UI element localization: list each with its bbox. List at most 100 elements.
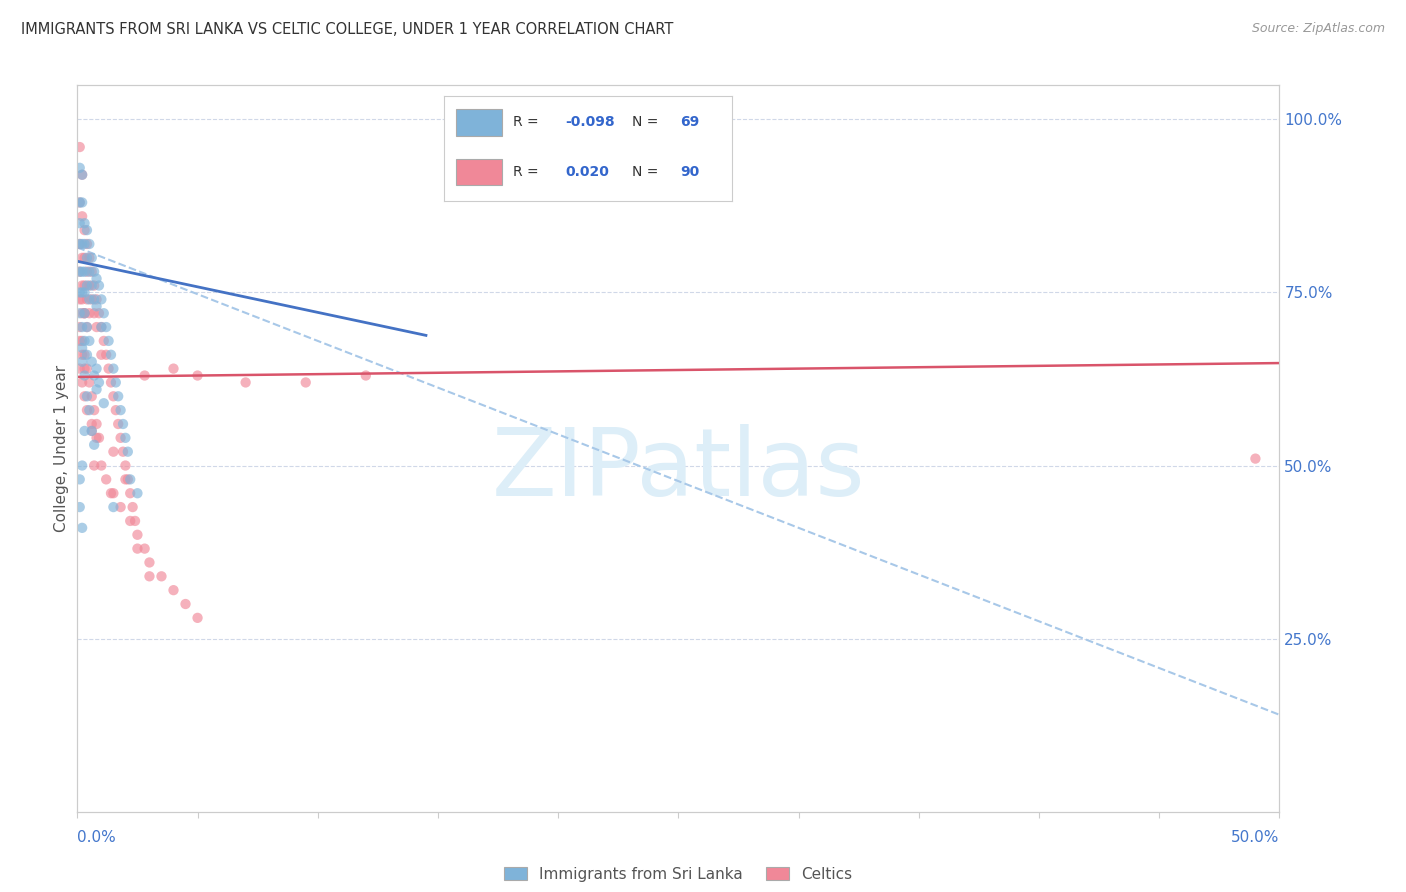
Point	[80, 424, 103, 438]
Point	[114, 431, 136, 445]
Point	[120, 514, 142, 528]
Point	[150, 569, 173, 583]
Point	[73, 389, 96, 403]
Point	[86, 431, 108, 445]
Point	[69, 237, 91, 252]
Point	[79, 278, 101, 293]
Point	[1244, 451, 1267, 466]
Point	[80, 354, 103, 368]
Point	[70, 209, 93, 223]
Point	[69, 237, 91, 252]
Point	[70, 354, 93, 368]
Text: ZIPatlas: ZIPatlas	[492, 424, 865, 516]
Point	[69, 293, 91, 307]
Point	[76, 403, 98, 417]
Point	[97, 334, 120, 348]
Point	[70, 265, 93, 279]
Point	[69, 216, 91, 230]
Point	[70, 293, 93, 307]
Point	[79, 251, 101, 265]
Point	[110, 500, 132, 514]
Point	[79, 306, 101, 320]
Point	[134, 541, 156, 556]
Point	[83, 368, 105, 383]
Point	[80, 389, 103, 403]
Point	[70, 341, 93, 355]
Text: IMMIGRANTS FROM SRI LANKA VS CELTIC COLLEGE, UNDER 1 YEAR CORRELATION CHART: IMMIGRANTS FROM SRI LANKA VS CELTIC COLL…	[21, 22, 673, 37]
Point	[76, 237, 98, 252]
Point	[73, 223, 96, 237]
Point	[70, 168, 93, 182]
Point	[76, 293, 98, 307]
Point	[103, 486, 125, 500]
Point	[124, 514, 146, 528]
Point	[73, 278, 96, 293]
Point	[93, 306, 115, 320]
Point	[114, 472, 136, 486]
Point	[114, 458, 136, 473]
Point	[73, 306, 96, 320]
Y-axis label: College, Under 1 year: College, Under 1 year	[53, 365, 69, 532]
Point	[100, 376, 122, 390]
Point	[93, 396, 115, 410]
Point	[79, 293, 101, 307]
Point	[117, 444, 139, 458]
Point	[76, 389, 98, 403]
Point	[107, 389, 129, 403]
Point	[80, 424, 103, 438]
Point	[110, 431, 132, 445]
Point	[69, 140, 91, 154]
Point	[73, 237, 96, 252]
Point	[127, 528, 149, 542]
Point	[79, 237, 101, 252]
Point	[117, 472, 139, 486]
Point	[162, 583, 184, 598]
Point	[80, 251, 103, 265]
Point	[86, 271, 108, 285]
Point	[70, 251, 93, 265]
Point	[90, 293, 112, 307]
Point	[73, 306, 96, 320]
Point	[87, 376, 110, 390]
Point	[86, 299, 108, 313]
Point	[86, 320, 108, 334]
Point	[235, 376, 257, 390]
Point	[86, 361, 108, 376]
Point	[162, 361, 184, 376]
Text: Source: ZipAtlas.com: Source: ZipAtlas.com	[1251, 22, 1385, 36]
Point	[76, 320, 98, 334]
Point	[96, 348, 118, 362]
Point	[70, 306, 93, 320]
Point	[104, 376, 127, 390]
Point	[187, 611, 209, 625]
Point	[70, 334, 93, 348]
Point	[73, 265, 96, 279]
Point	[73, 306, 96, 320]
Point	[73, 348, 96, 362]
Point	[187, 368, 209, 383]
Point	[79, 334, 101, 348]
Point	[103, 500, 125, 514]
Point	[134, 368, 156, 383]
Point	[69, 195, 91, 210]
Point	[100, 348, 122, 362]
Point	[70, 168, 93, 182]
Point	[127, 541, 149, 556]
Point	[76, 278, 98, 293]
Point	[138, 569, 160, 583]
Point	[87, 278, 110, 293]
Point	[76, 320, 98, 334]
Point	[86, 383, 108, 397]
Text: 50.0%: 50.0%	[1232, 830, 1279, 845]
Point	[69, 472, 91, 486]
Point	[69, 195, 91, 210]
Point	[79, 265, 101, 279]
Point	[96, 320, 118, 334]
Point	[83, 293, 105, 307]
Point	[83, 458, 105, 473]
Point	[87, 431, 110, 445]
Point	[138, 556, 160, 570]
Point	[97, 361, 120, 376]
Point	[70, 278, 93, 293]
Point	[69, 361, 91, 376]
